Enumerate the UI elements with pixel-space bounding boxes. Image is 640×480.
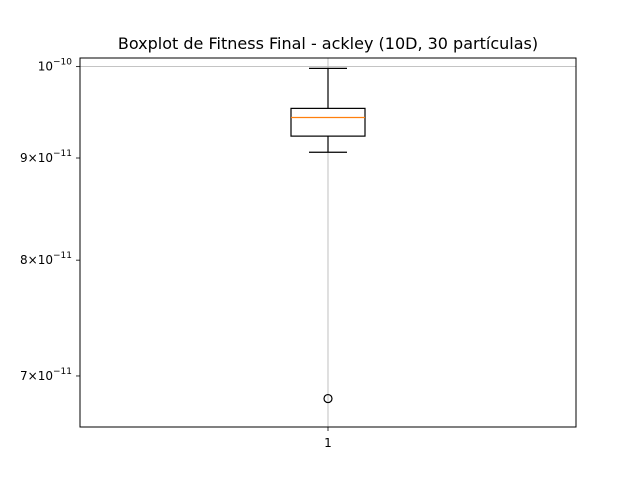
box-iqr bbox=[290, 107, 366, 137]
y-tick-label: 7×10−11 bbox=[20, 367, 72, 383]
y-tick-label: 8×10−11 bbox=[20, 251, 72, 267]
x-tick-label: 1 bbox=[324, 436, 332, 450]
chart-title: Boxplot de Fitness Final - ackley (10D, … bbox=[118, 34, 538, 53]
outlier-point bbox=[323, 393, 333, 404]
axis-layer: 1 10−10 9×10−11 8×10−11 7×10−11 bbox=[20, 58, 332, 450]
box-layer bbox=[290, 67, 366, 404]
y-tick-label: 10−10 bbox=[38, 58, 73, 74]
y-tick-label: 9×10−11 bbox=[20, 149, 72, 165]
